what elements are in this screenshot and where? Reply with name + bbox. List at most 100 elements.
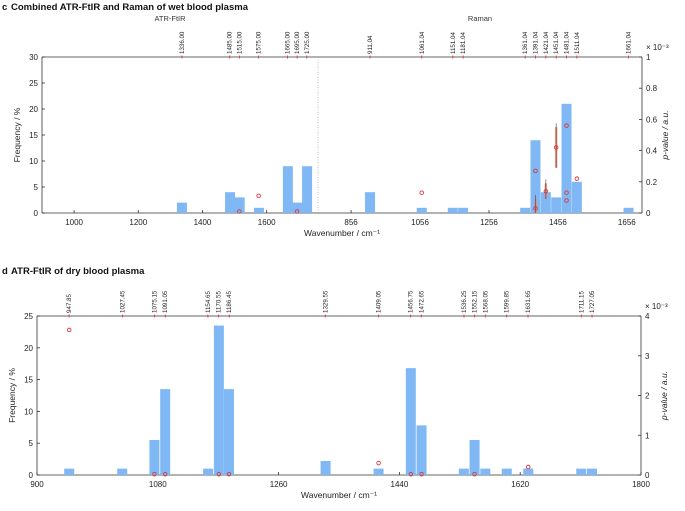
top-marker-label: 1631.65 [525,290,532,313]
bar [523,468,534,475]
bar [416,425,427,475]
top-marker-label: 1151.04 [450,32,457,54]
top-marker-label: 1329.55 [322,290,329,313]
bar [469,440,480,475]
top-marker-label: 1575.00 [256,31,263,54]
panel-d-heading: d ATR-FtIR of dry blood plasma [2,266,145,277]
p-value-marker [564,123,569,128]
bar [253,207,264,213]
bar [203,468,214,475]
y2-tick-label: 1 [645,431,650,440]
top-marker-label: 1075.15 [152,290,159,313]
top-marker-label: 1061.04 [419,31,426,54]
p-value-marker [226,471,232,477]
bar [520,207,531,213]
bar [117,468,128,475]
y-tick-label: 30 [29,53,38,62]
y2-tick-label: 3 [645,352,650,361]
panel-c-title: Combined ATR-FtIR and Raman of wet blood… [11,2,249,13]
p-value-marker [419,190,424,195]
bar [540,192,551,213]
top-marker-label: 1181.04 [460,32,467,54]
bar [292,202,303,213]
bar [373,468,384,475]
x-tick-label: 1260 [270,480,288,489]
bar [587,468,598,475]
bar [576,468,587,475]
bar [213,325,224,475]
y2-axis-label: p-value / a.u. [659,371,669,421]
top-marker-label: 1711.15 [578,291,585,313]
panel-d-letter: d [2,266,8,277]
y-tick-label: 10 [24,407,33,416]
y-tick-label: 20 [24,344,33,353]
x-tick-label: 1200 [129,218,147,227]
top-marker-label: 1599.85 [504,290,511,313]
p-value-marker [574,176,580,181]
top-marker-label: 1472.65 [418,290,425,313]
bar [302,166,313,213]
top-marker-label: 1361.04 [522,31,529,54]
p-value-marker [526,464,531,470]
p-value-marker [419,471,424,477]
x-tick-label: 1000 [65,218,83,227]
y2-tick-label: 0 [646,209,651,218]
x-tick-label: 1256 [480,218,498,227]
y2-multiplier: × 10⁻³ [646,43,669,52]
bar [530,140,541,213]
top-marker-label: 1665.00 [285,31,292,54]
y-tick-label: 5 [34,183,39,192]
p-value-marker [66,327,72,333]
bar [561,103,572,213]
top-marker-label: 1170.55 [216,291,223,313]
bar [225,192,236,213]
top-marker-label: 1027.45 [120,290,127,313]
y2-tick-label: 0 [645,471,650,480]
y2-tick-label: 2 [645,392,650,401]
bar [571,181,582,213]
y-tick-label: 25 [24,312,33,321]
p-value-marker [294,209,300,214]
x-tick-label: 1800 [632,480,650,489]
top-marker-label: 1568.05 [482,290,489,313]
panel-c-heading: c Combined ATR-FtIR and Raman of wet blo… [2,2,249,13]
top-marker-label: 1661.04 [626,31,633,54]
bar [223,389,234,475]
p-value-marker [376,460,381,466]
panel-c-atr-label: ATR-FtIR [154,14,186,23]
top-marker-label: 1515.00 [236,31,243,54]
top-marker-label: 911.04 [367,35,374,54]
x-tick-label: 856 [344,218,358,227]
y-tick-label: 25 [29,79,38,88]
top-marker-label: 1421.04 [543,31,550,54]
p-value-marker [564,198,569,203]
panel-c-raman-label: Raman [468,14,492,23]
x-tick-label: 1656 [618,218,636,227]
bar [458,468,469,475]
p-value-marker [553,145,559,150]
bar [149,440,160,475]
top-marker-label: 1091.05 [162,290,169,313]
x-tick-label: 1440 [391,480,409,489]
panel-d-title: ATR-FtIR of dry blood plasma [11,266,145,277]
panel-c-letter: c [2,2,7,13]
x-tick-label: 1056 [411,218,429,227]
bar [320,461,331,475]
bar [64,468,75,475]
panel-d-chart: 0 5 10 15 20 25 0 1 2 3 4× 10⁻³ 900 1080 1260 1440 1620… [7,290,669,500]
top-marker-label: 1511.04 [574,32,581,54]
p-value-marker [162,471,168,477]
top-marker-label: 1336.00 [179,31,186,54]
bar [176,202,187,213]
top-marker-label: 1727.05 [589,290,596,313]
y2-tick-label: 0.2 [646,178,658,187]
x-tick-label: 1456 [549,218,567,227]
y2-axis-label: p-value / a.u. [660,110,670,160]
x-tick-label: 1600 [258,218,276,227]
p-value-marker [216,471,222,477]
p-value-marker [472,471,477,477]
x-tick-label: 1400 [194,218,212,227]
top-marker-label: 1481.04 [564,31,571,54]
top-marker-label: 1154.65 [205,291,212,313]
